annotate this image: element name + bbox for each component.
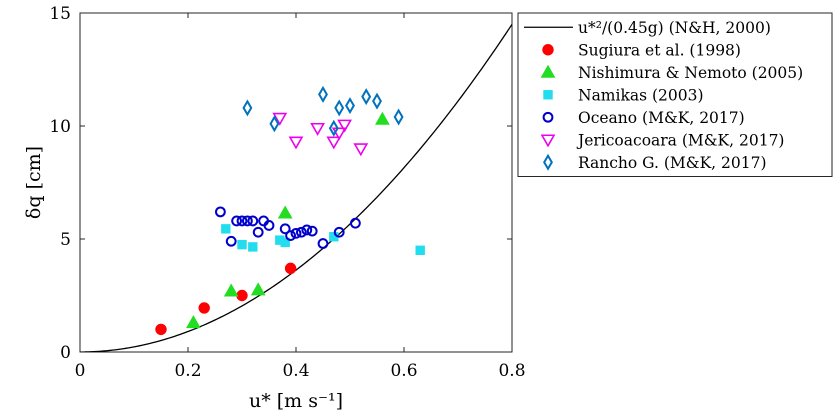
data-point	[225, 235, 237, 247]
x-axis: 0 0.2 0.4 0.6 0.8 u* [m s⁻¹]	[75, 13, 526, 412]
legend-label: Sugiura et al. (1998)	[578, 41, 741, 59]
data-point	[328, 119, 339, 137]
plot-area	[79, 12, 513, 353]
data-point	[250, 282, 266, 296]
data-point	[415, 245, 425, 256]
data-point	[280, 237, 290, 248]
legend-marker	[542, 44, 554, 56]
data-point	[186, 315, 201, 329]
data-point	[317, 238, 329, 249]
legend-marker	[540, 134, 556, 148]
data-point	[277, 205, 293, 219]
x-tick-label: 0.6	[390, 361, 417, 381]
data-point	[242, 215, 253, 227]
x-tick-label: 0.8	[498, 361, 525, 381]
data-point	[279, 223, 291, 235]
data-point	[247, 215, 259, 227]
legend-label: Jericoacoara (M&K, 2017)	[576, 131, 784, 149]
legend-marker	[542, 111, 554, 123]
legend-marker	[543, 90, 553, 100]
legend-label: u*²/(0.45g) (N&H, 2000)	[578, 19, 771, 37]
series-4	[272, 112, 369, 157]
data-point	[237, 239, 247, 250]
model-curve-line	[80, 23, 512, 352]
legend-marker	[540, 64, 556, 78]
data-point	[252, 226, 264, 238]
legend-label: Oceano (M&K, 2017)	[578, 109, 745, 127]
data-point	[331, 127, 347, 141]
y-tick-label: 0	[60, 343, 71, 363]
legend: u*²/(0.45g) (N&H, 2000) Sugiura et al. (1…	[517, 12, 833, 177]
data-point	[288, 136, 304, 150]
x-tick-label: 0.2	[174, 361, 201, 381]
data-point	[334, 99, 345, 117]
data-point	[236, 215, 248, 227]
data-point	[375, 111, 390, 125]
data-point	[155, 323, 167, 336]
data-point	[345, 97, 355, 115]
legend-label: Rancho G. (M&K, 2017)	[578, 154, 767, 172]
data-point	[231, 215, 243, 227]
series-2	[221, 224, 425, 256]
data-point	[242, 99, 253, 117]
y-tick-label: 15	[49, 4, 71, 24]
series-5	[242, 85, 404, 137]
data-point	[272, 112, 288, 126]
data-point	[223, 283, 239, 297]
series-3	[215, 206, 361, 249]
data-point	[326, 136, 342, 150]
data-point	[269, 115, 280, 133]
data-point	[333, 226, 345, 238]
data-point	[372, 92, 382, 110]
data-point	[296, 226, 307, 238]
data-point	[221, 224, 231, 234]
data-point	[285, 230, 297, 242]
data-point	[284, 262, 297, 275]
data-point	[337, 119, 352, 133]
y-tick-label: 5	[60, 230, 71, 250]
x-axis-label: u* [m s⁻¹]	[249, 390, 343, 412]
series-0	[155, 262, 297, 336]
x-tick-label: 0.4	[282, 361, 309, 381]
data-point	[353, 143, 369, 157]
legend-marker	[543, 153, 553, 171]
data-point	[263, 220, 275, 231]
data-point	[301, 224, 313, 236]
data-point	[215, 206, 226, 218]
data-point	[198, 302, 210, 314]
legend-label: Nishimura & Nemoto (2005)	[578, 64, 803, 82]
data-point	[318, 85, 328, 103]
y-tick-label: 10	[49, 117, 71, 137]
x-tick-label: 0	[75, 361, 86, 381]
data-point	[236, 289, 248, 302]
data-point	[350, 217, 361, 229]
data-point	[306, 225, 318, 237]
plot-frame	[79, 12, 513, 353]
y-axis-label: δq [cm]	[23, 146, 45, 219]
data-point	[393, 108, 404, 126]
legend-label: Namikas (2003)	[578, 86, 704, 104]
y-axis: 0 5 10 15 δq [cm]	[23, 4, 512, 363]
legend-box	[517, 12, 833, 177]
data-point	[290, 227, 302, 239]
series-1	[186, 111, 390, 329]
data-point	[248, 242, 258, 252]
data-point	[310, 122, 325, 136]
data-point	[361, 88, 372, 106]
